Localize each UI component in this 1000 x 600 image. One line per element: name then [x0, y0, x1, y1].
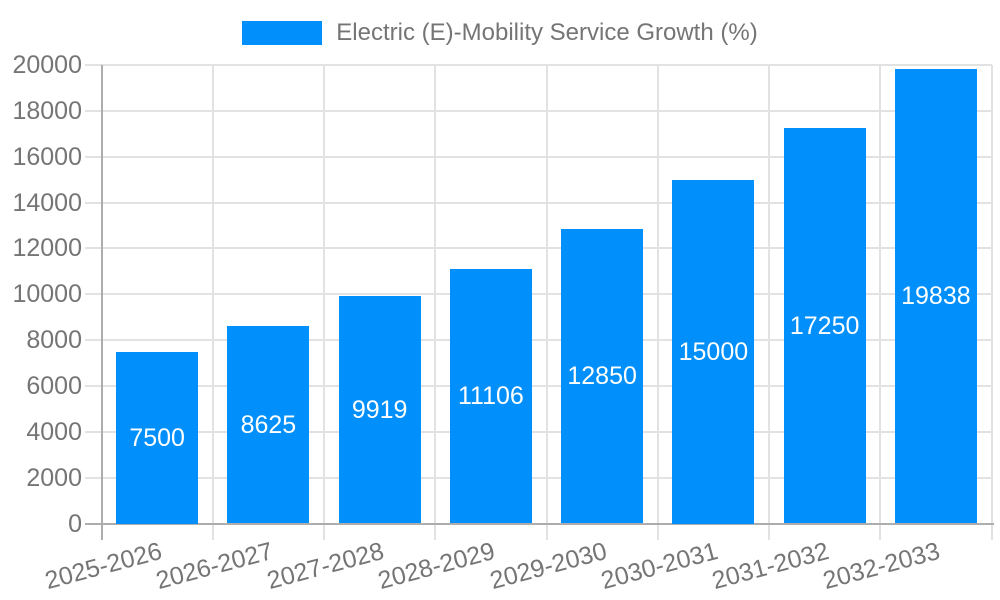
x-axis-tick-label: 2029-2030	[486, 537, 610, 595]
y-gridline	[85, 247, 992, 250]
x-axis-tick-label: 2028-2029	[375, 537, 499, 595]
x-axis-tick-label: 2027-2028	[264, 537, 387, 595]
bar-value-label: 9919	[351, 395, 408, 424]
y-axis-tick-label: 4000	[26, 417, 82, 446]
y-axis-line	[100, 65, 103, 540]
x-gridline	[879, 65, 882, 540]
x-axis-tick-label: 2025-2026	[41, 537, 165, 595]
y-axis-tick-label: 14000	[12, 188, 82, 217]
y-axis-tick-label: 10000	[12, 280, 82, 309]
y-gridline	[85, 476, 992, 479]
x-axis-line	[85, 522, 994, 525]
bar-2030-2031[interactable]	[672, 179, 755, 524]
y-axis-tick-label: 18000	[12, 96, 82, 125]
x-gridline	[434, 65, 437, 540]
bar-2032-2033[interactable]	[894, 68, 977, 524]
y-axis-tick-label: 2000	[26, 463, 82, 492]
y-axis-tick-label: 20000	[12, 51, 82, 79]
y-gridline	[85, 155, 992, 158]
bar-value-label: 11106	[457, 382, 524, 411]
y-gridline	[85, 109, 992, 112]
bar-value-label: 19838	[901, 282, 971, 311]
bar-value-label: 7500	[129, 423, 185, 452]
x-gridline	[768, 65, 770, 540]
bar-2028-2029[interactable]	[449, 268, 532, 524]
y-axis-tick-label: 12000	[12, 234, 82, 263]
legend-color-swatch	[242, 21, 323, 45]
bar-value-label: 12850	[567, 362, 637, 391]
bar-2029-2030[interactable]	[561, 228, 644, 524]
bar-2025-2026[interactable]	[116, 351, 199, 524]
y-gridline	[85, 201, 992, 204]
y-gridline	[85, 64, 992, 66]
bar-value-label: 8625	[240, 410, 297, 439]
y-gridline	[85, 430, 992, 433]
x-axis-tick-label: 2031-2032	[709, 537, 832, 595]
x-axis-tick-label: 2032-2033	[820, 537, 944, 595]
x-gridline	[656, 65, 659, 540]
y-gridline	[85, 339, 992, 342]
y-axis-tick-label: 6000	[26, 371, 82, 400]
bar-2031-2032[interactable]	[783, 128, 866, 524]
legend[interactable]: Electric (E)-Mobility Service Growth (%)	[0, 19, 1000, 47]
y-axis-tick-label: 0	[68, 509, 82, 538]
x-axis-tick-label: 2026-2027	[152, 537, 276, 595]
x-axis-tick-label: 2030-2031	[597, 537, 721, 595]
x-gridline	[545, 65, 548, 540]
y-gridline	[85, 293, 992, 296]
x-gridline	[211, 65, 214, 540]
bar-2026-2027[interactable]	[227, 325, 310, 524]
bar-value-label: 17250	[789, 311, 860, 340]
bar-2027-2028[interactable]	[338, 296, 421, 524]
legend-label: Electric (E)-Mobility Service Growth (%)	[336, 19, 758, 46]
y-axis-tick-label: 16000	[12, 142, 82, 171]
y-axis-tick-label: 8000	[26, 326, 82, 355]
x-gridline	[323, 65, 325, 540]
y-gridline	[85, 384, 992, 387]
bar-value-label: 15000	[678, 337, 749, 366]
x-gridline	[990, 65, 993, 540]
